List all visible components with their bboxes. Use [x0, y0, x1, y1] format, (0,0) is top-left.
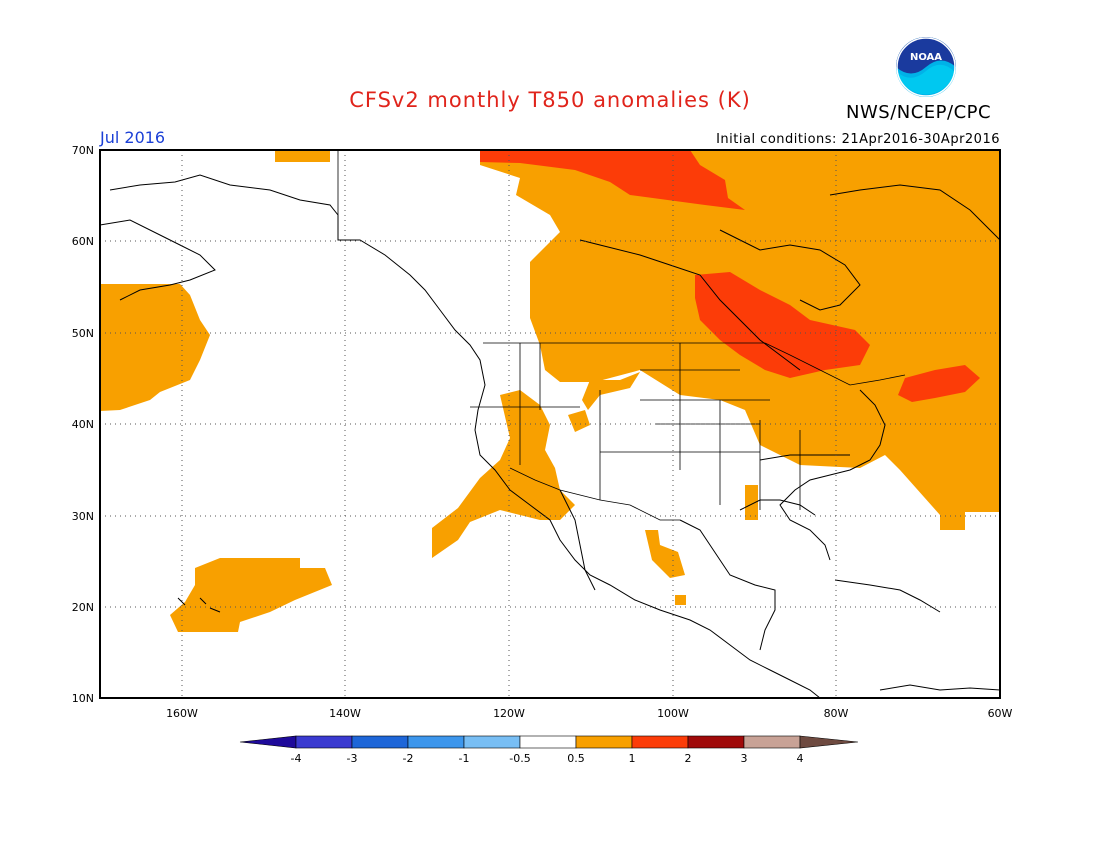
- longitude-labels: 160W 140W 120W 100W 80W 60W: [166, 707, 1012, 720]
- colorbar-tick: 3: [741, 752, 748, 765]
- colorbar-box: [743, 735, 801, 749]
- colorbar-tick: 2: [685, 752, 692, 765]
- initial-conditions-label: Initial conditions: 21Apr2016-30Apr2016: [716, 132, 1000, 147]
- lat-label: 20N: [72, 601, 94, 614]
- colorbar-tick: 4: [797, 752, 804, 765]
- colorbar-box: [295, 735, 353, 749]
- colorbar-tick: -1: [459, 752, 470, 765]
- latitude-labels: 70N 60N 50N 40N 30N 20N 10N: [72, 144, 94, 705]
- lat-label: 50N: [72, 327, 94, 340]
- political-borders: [337, 150, 906, 521]
- colorbar-box: [575, 735, 633, 749]
- lat-label: 40N: [72, 418, 94, 431]
- coastlines: [99, 174, 1001, 699]
- noaa-logo-text: NOAA: [910, 52, 942, 63]
- lon-label: 100W: [657, 707, 689, 720]
- colorbar-box: [463, 735, 521, 749]
- lon-label: 60W: [988, 707, 1013, 720]
- lon-label: 160W: [166, 707, 198, 720]
- lon-label: 140W: [329, 707, 361, 720]
- colorbar-tick: 1: [629, 752, 636, 765]
- colorbar-arrow-high: [799, 735, 859, 749]
- colorbar-box: [407, 735, 465, 749]
- colorbar-tick: -3: [347, 752, 358, 765]
- colorbar-box: [631, 735, 689, 749]
- anomaly-red-fill: [480, 150, 980, 402]
- lat-label: 70N: [72, 144, 94, 157]
- lon-label: 80W: [824, 707, 849, 720]
- colorbar-box: [351, 735, 409, 749]
- org-label: NWS/NCEP/CPC: [846, 102, 992, 123]
- colorbar-tick: 0.5: [567, 752, 585, 765]
- map-frame: [99, 149, 1001, 699]
- lat-label: 30N: [72, 510, 94, 523]
- colorbar-ticks: -4 -3 -2 -1 -0.5 0.5 1 2 3 4: [291, 752, 804, 765]
- colorbar-tick: -2: [403, 752, 414, 765]
- colorbar-tick: -0.5: [509, 752, 530, 765]
- lat-label: 10N: [72, 692, 94, 705]
- lon-label: 120W: [493, 707, 525, 720]
- colorbar-box: [519, 735, 577, 749]
- valid-month-label: Jul 2016: [100, 128, 166, 147]
- colorbar-tick: -4: [291, 752, 302, 765]
- colorbar-box: [687, 735, 745, 749]
- map-title: CFSv2 monthly T850 anomalies (K): [349, 88, 751, 112]
- lat-label: 60N: [72, 235, 94, 248]
- noaa-logo: NOAA: [896, 37, 956, 97]
- colorbar-arrow-low: [239, 735, 297, 749]
- graticule: [100, 150, 1000, 698]
